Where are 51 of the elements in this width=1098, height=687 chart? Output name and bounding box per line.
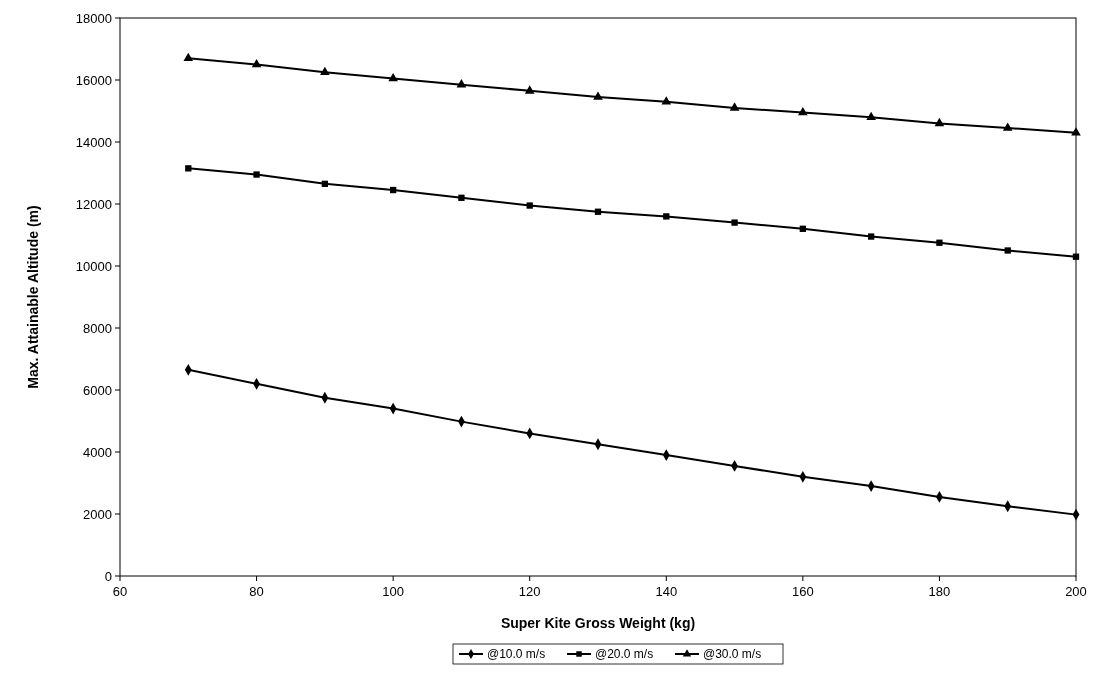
x-tick-label: 60 xyxy=(112,584,128,599)
y-tick-label: 6000 xyxy=(83,382,112,398)
y-tick-label: 2000 xyxy=(83,506,112,522)
point xyxy=(456,79,467,88)
x-tick-label: 200 xyxy=(1065,584,1087,599)
legend-label: @20.0 m/s xyxy=(595,647,654,662)
x-tick-label: 100 xyxy=(382,584,404,599)
point xyxy=(1002,122,1013,131)
point xyxy=(251,58,262,68)
x-tick-label: 140 xyxy=(655,584,678,599)
point xyxy=(320,66,330,76)
point xyxy=(526,202,533,209)
point xyxy=(799,225,807,232)
y-tick-label: 16000 xyxy=(75,72,112,88)
point xyxy=(729,102,740,111)
point xyxy=(731,219,738,226)
point xyxy=(524,85,535,94)
point xyxy=(661,96,672,105)
point xyxy=(1004,247,1011,254)
x-tick-label: 80 xyxy=(249,584,264,599)
legend-label: @30.0 m/s xyxy=(703,647,762,662)
point xyxy=(389,186,397,194)
point xyxy=(593,91,603,100)
point xyxy=(867,233,875,240)
y-tick-label: 4000 xyxy=(83,444,112,460)
point xyxy=(1072,253,1080,260)
point xyxy=(594,208,602,215)
y-tick-label: 0 xyxy=(104,568,112,584)
point xyxy=(1071,127,1081,136)
y-tick-label: 10000 xyxy=(75,258,112,274)
point xyxy=(321,180,329,188)
y-tick-label: 8000 xyxy=(83,320,112,336)
point xyxy=(388,72,398,82)
y-tick-label: 12000 xyxy=(75,196,112,212)
point xyxy=(866,111,876,120)
point xyxy=(936,239,943,246)
x-axis-title: Super Kite Gross Weight (kg) xyxy=(500,615,696,631)
point xyxy=(185,165,192,172)
point xyxy=(798,107,808,116)
x-tick-label: 180 xyxy=(928,584,951,599)
y-axis-title: Max. Attainable Altitude (m) xyxy=(25,205,41,389)
x-tick-label: 120 xyxy=(518,584,541,599)
y-tick-label: 18000 xyxy=(75,10,112,26)
point xyxy=(253,171,260,178)
x-tick-label: 160 xyxy=(792,584,814,599)
point xyxy=(934,117,945,127)
point xyxy=(458,194,465,201)
y-tick-label: 14000 xyxy=(75,134,112,150)
point xyxy=(663,213,670,220)
point xyxy=(183,52,194,62)
legend-label: @10.0 m/s xyxy=(487,647,546,662)
